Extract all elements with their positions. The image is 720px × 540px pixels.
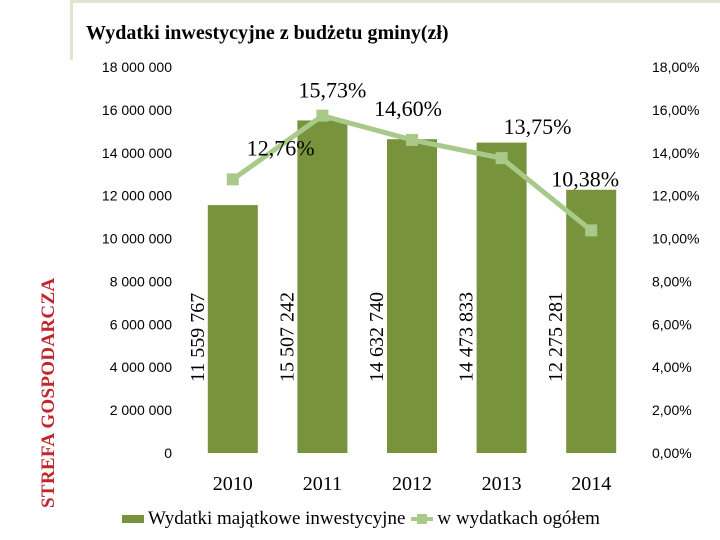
line-point-label: 13,75% [504,114,572,139]
y2-tick-label: 16,00% [652,102,699,118]
y2-tick-label: 0,00% [652,445,692,461]
bar [297,120,348,453]
y-tick-label: 4 000 000 [110,359,172,375]
line-marker [226,173,239,186]
x-tick-label: 2014 [571,473,611,495]
bar-value-label: 15 507 242 [276,292,298,382]
line-point-label: 10,38% [551,166,619,191]
chart-title: Wydatki inwestycyjne z budżetu gminy(zł) [86,22,449,44]
y2-tick-label: 4,00% [652,359,692,375]
y-tick-label: 10 000 000 [102,231,172,247]
y-tick-label: 6 000 000 [110,316,172,332]
bar-value-label: 11 559 767 [187,293,209,382]
y2-tick-label: 8,00% [652,273,692,289]
legend-bar-label: Wydatki majątkowe inwestycyjne [148,508,406,529]
y2-tick-label: 10,00% [652,231,699,247]
y-tick-label: 2 000 000 [110,402,172,418]
legend-line-swatch [411,514,434,524]
y2-tick-label: 6,00% [652,316,692,332]
line-point-label: 12,76% [247,135,315,160]
bar-value-label: 14 632 740 [366,292,388,382]
y2-tick-label: 14,00% [652,145,699,161]
legend-line-label: w wydatkach ogółem [437,508,600,529]
line-point-label: 14,60% [374,96,442,121]
bar [387,139,437,453]
line-point-label: 15,73% [298,78,366,103]
y-tick-label: 0 [164,445,172,461]
x-tick-label: 2010 [213,473,253,495]
y-tick-label: 16 000 000 [102,102,172,118]
y2-tick-label: 18,00% [652,59,699,75]
y-tick-label: 12 000 000 [102,188,172,204]
line-marker [585,224,598,237]
x-tick-label: 2013 [482,473,522,495]
x-tick-label: 2012 [392,473,432,495]
y-tick-label: 18 000 000 [102,59,172,75]
top-rule [72,0,720,3]
y2-tick-label: 2,00% [652,402,692,418]
y-tick-label: 8 000 000 [110,273,172,289]
left-rule [70,0,73,60]
y-tick-label: 14 000 000 [102,145,172,161]
bar-value-label: 14 473 833 [456,292,478,382]
chart-legend: Wydatki majątkowe inwestycyjne w wydatka… [122,508,600,530]
bar [476,142,527,453]
side-band [0,0,58,540]
bar-value-label: 12 275 281 [545,292,567,382]
line-marker [316,109,329,122]
line-marker [495,152,508,165]
x-tick-label: 2011 [303,473,342,495]
line-marker [406,133,418,146]
y2-tick-label: 12,00% [652,188,699,204]
legend-bar-swatch [122,515,144,523]
bar [207,205,258,453]
